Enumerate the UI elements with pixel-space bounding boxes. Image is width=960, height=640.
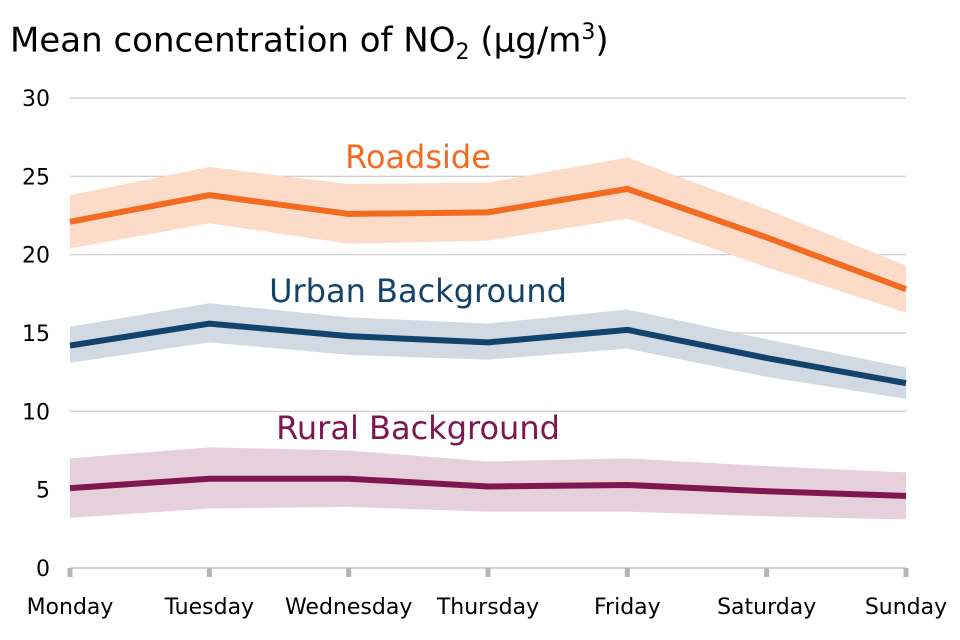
y-tick-label-30: 30 (22, 87, 50, 112)
urban-background-label: Urban Background (269, 272, 567, 310)
series-labels: Roadside Urban Background Rural Background (269, 138, 567, 447)
title-middle: (μg/m (469, 20, 582, 61)
chart-title: Mean concentration of NO2 (μg/m3) (10, 20, 609, 65)
y-tick-label-5: 5 (36, 479, 50, 504)
x-tick-label-monday: Monday (27, 595, 114, 620)
confidence-bands (70, 157, 906, 520)
x-tick-label-sunday: Sunday (865, 595, 947, 620)
rural-background-confidence-band (70, 447, 906, 520)
roadside-confidence-band (70, 157, 906, 313)
x-tick-label-tuesday: Tuesday (164, 595, 255, 620)
title-suffix: ) (595, 20, 609, 61)
series-lines (69, 185, 908, 499)
title-superscript: 3 (581, 20, 596, 45)
urban-background-confidence-band (70, 303, 906, 399)
y-tick-label-0: 0 (36, 557, 50, 582)
x-tick-label-thursday: Thursday (436, 595, 539, 620)
rural-background-line (69, 475, 907, 499)
y-tick-label-20: 20 (22, 244, 50, 269)
urban-background-line (69, 320, 907, 387)
x-tick-label-friday: Friday (594, 595, 661, 620)
roadside-label: Roadside (345, 138, 491, 176)
y-tick-label-25: 25 (22, 165, 50, 190)
title-subscript: 2 (455, 40, 470, 66)
y-tick-label-10: 10 (22, 400, 50, 425)
x-tick-label-wednesday: Wednesday (285, 595, 412, 620)
axes: 0 5 10 15 20 25 30 Monday Tuesday Wednesday Thursd… (22, 87, 947, 620)
y-tick-label-15: 15 (22, 322, 50, 347)
rural-background-label: Rural Background (276, 409, 560, 447)
title-prefix: Mean concentration of NO (10, 20, 456, 61)
roadside-line (69, 185, 908, 292)
x-tick-label-saturday: Saturday (717, 595, 816, 620)
